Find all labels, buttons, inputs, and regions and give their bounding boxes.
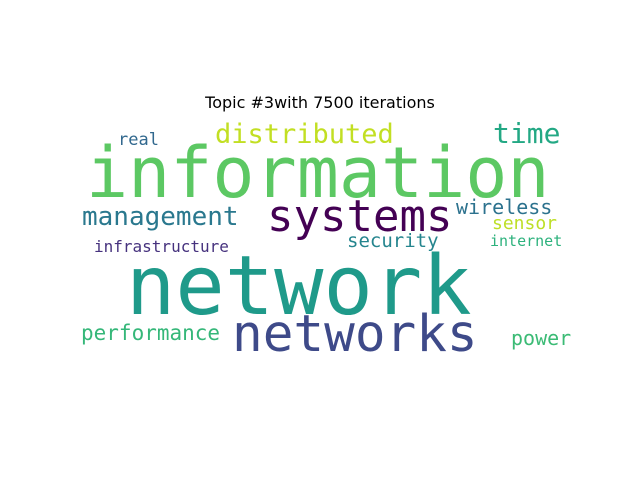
- word-real: real: [118, 130, 159, 150]
- word-sensor: sensor: [492, 213, 558, 234]
- word-systems: systems: [267, 191, 453, 242]
- word-internet: internet: [490, 232, 563, 250]
- word-distributed: distributed: [215, 119, 394, 150]
- chart-title: Topic #3with 7500 iterations: [205, 93, 435, 112]
- word-network: network: [126, 239, 472, 334]
- word-networks: networks: [232, 305, 478, 364]
- word-time: time: [493, 117, 561, 150]
- word-cloud: information network networks systems dis…: [80, 117, 571, 366]
- word-information: information: [86, 132, 550, 214]
- word-management: management: [82, 202, 239, 232]
- word-infrastructure: infrastructure: [94, 237, 229, 256]
- word-performance: performance: [81, 321, 221, 345]
- word-security: security: [347, 230, 439, 252]
- word-power: power: [511, 326, 572, 350]
- word-wireless: wireless: [456, 195, 553, 219]
